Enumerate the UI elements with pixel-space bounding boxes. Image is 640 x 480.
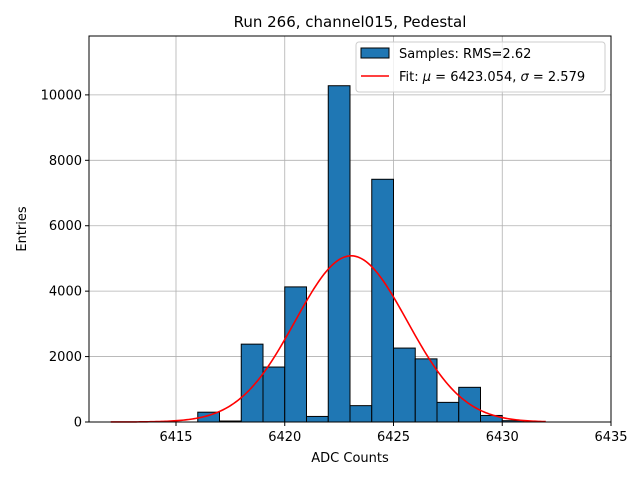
- legend-box: [355, 41, 606, 93]
- legend-fit-mu-symbol: μ: [422, 70, 431, 85]
- x-tick-label: 6415: [159, 430, 192, 445]
- y-tick-label: 2000: [49, 350, 82, 365]
- legend-fit-prefix: Fit:: [399, 70, 423, 85]
- histogram-bar: [306, 415, 329, 423]
- histogram-bar: [349, 405, 373, 423]
- y-tick-label: 6000: [49, 219, 82, 234]
- x-tick-label: 6430: [486, 430, 519, 445]
- histogram-bar: [262, 366, 286, 423]
- legend-fit-label: Fit: μ = 6423.054, σ = 2.579: [399, 70, 585, 85]
- plot-frame: [88, 35, 612, 423]
- legend-samples-swatch: [360, 47, 390, 59]
- chart-title: Run 266, channel015, Pedestal: [234, 13, 467, 31]
- fit-curve: [110, 255, 546, 423]
- y-axis-label: Entries: [15, 206, 30, 252]
- x-tick-label: 6425: [377, 430, 410, 445]
- histogram-bars: [197, 85, 525, 423]
- histogram-bar: [436, 401, 460, 423]
- histogram-bar: [371, 178, 394, 423]
- legend-fit-sigma-symbol: σ: [521, 70, 530, 85]
- x-axis-label: ADC Counts: [311, 451, 389, 466]
- y-tick-label: 10000: [41, 88, 82, 103]
- y-tick-label: 8000: [49, 154, 82, 169]
- legend-fit-mu-value: = 6423.054,: [431, 70, 520, 85]
- histogram-bar: [414, 358, 438, 423]
- legend-fit-sigma-value: = 2.579: [529, 70, 585, 85]
- x-tick-label: 6420: [268, 430, 301, 445]
- legend: Samples: RMS=2.62 Fit: μ = 6423.054, σ =…: [355, 41, 606, 93]
- legend-samples-label: Samples: RMS=2.62: [399, 47, 531, 62]
- axis-ticks: 6415 6420 6425 6430 6435 0 2000 4000 6000 8000 100…: [41, 88, 628, 445]
- y-tick-label: 0: [74, 416, 82, 431]
- histogram-bar: [393, 347, 416, 423]
- histogram-bar: [327, 85, 351, 423]
- x-tick-label: 6435: [594, 430, 627, 445]
- y-tick-label: 4000: [49, 285, 82, 300]
- histogram-bar: [240, 343, 264, 423]
